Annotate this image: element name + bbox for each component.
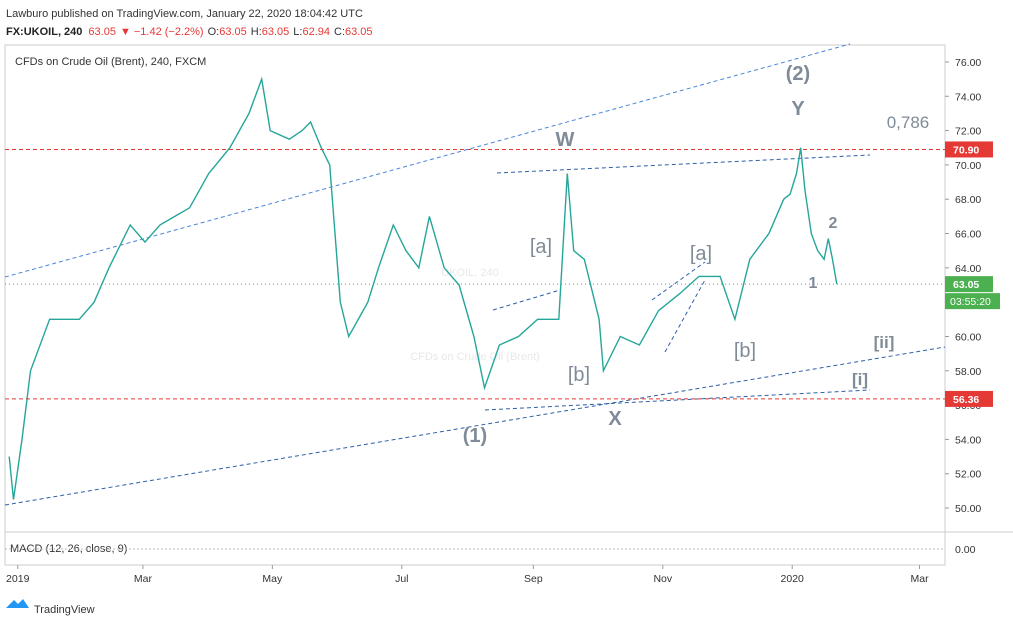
- x-tick-label: Jul: [395, 573, 408, 585]
- annotation: [ii]: [874, 333, 895, 352]
- y-tick-label: 60.00: [955, 331, 981, 343]
- y-tick-label: 54.00: [955, 434, 981, 446]
- countdown-tag: [945, 293, 1000, 310]
- x-tick-label: 2019: [6, 573, 30, 585]
- annotation: X: [608, 408, 622, 430]
- macd-tick-label: 0.00: [955, 544, 976, 556]
- price-tag: [945, 390, 993, 407]
- price-tag-label: 63.05: [953, 279, 979, 291]
- ohlc-label: O:: [208, 26, 220, 38]
- symbol-line: FX:UKOIL, 240 63.05 ▼ −1.42 (−2.2%) O:63.05…: [6, 26, 373, 38]
- trend-line: [4, 346, 946, 506]
- plot: [8, 76, 838, 500]
- y-tick-label: 74.00: [955, 91, 981, 103]
- annotation: (1): [463, 425, 487, 447]
- ohlc-value: 62.94: [302, 26, 330, 38]
- y-tick-label: 58.00: [955, 366, 981, 378]
- trend-line: [496, 154, 871, 174]
- annotation: W: [556, 129, 575, 151]
- y-tick-label: 76.00: [955, 57, 981, 69]
- annotation: 2: [829, 215, 838, 232]
- trend-line: [4, 43, 851, 278]
- last: 63.05: [88, 26, 116, 38]
- symbol: FX:UKOIL, 240: [6, 26, 82, 38]
- ohlc-label: C:: [334, 26, 345, 38]
- price-tag: [945, 141, 993, 158]
- trend-line: [651, 261, 706, 301]
- price-tag-label: 70.90: [953, 144, 979, 156]
- ohlc-label: H:: [251, 26, 262, 38]
- price-tag-label: 56.36: [953, 394, 979, 406]
- annotation: [a]: [690, 243, 712, 265]
- annotation: [i]: [852, 370, 868, 389]
- price-line: [8, 76, 838, 500]
- annotation: Y: [791, 98, 805, 120]
- ohlc-value: 63.05: [219, 26, 247, 38]
- y-tick-label: 68.00: [955, 194, 981, 206]
- y-tick-label: 64.00: [955, 263, 981, 275]
- ohlc-value: 63.05: [262, 26, 290, 38]
- countdown-label: 03:55:20: [950, 296, 991, 308]
- x-tick-label: Nov: [653, 573, 672, 585]
- annotation: 0,786: [887, 113, 930, 132]
- watermark: UKOIL, 240: [441, 267, 498, 279]
- brand-logo: [6, 599, 29, 608]
- annotation: (2): [786, 63, 810, 85]
- trend-line: [484, 389, 871, 411]
- y-tick-label: 66.00: [955, 229, 981, 241]
- annotation: 1: [809, 275, 818, 292]
- y-tick-label: 50.00: [955, 503, 981, 515]
- price-tag: [945, 276, 993, 293]
- y-tick-label: 70.00: [955, 160, 981, 172]
- annotation: [b]: [568, 364, 590, 386]
- y-tick-label: 72.00: [955, 126, 981, 138]
- publisher: Lawburo published on TradingView.com, Ja…: [6, 8, 363, 20]
- x-tick-label: 2020: [781, 573, 805, 585]
- chart-title: CFDs on Crude Oil (Brent), 240, FXCM: [15, 56, 206, 68]
- x-tick-label: May: [262, 573, 283, 585]
- y-tick-label: 52.00: [955, 469, 981, 481]
- trend-line: [492, 289, 561, 311]
- annotation: [a]: [530, 236, 552, 258]
- annotation: [b]: [734, 340, 756, 362]
- ohlc-value: 63.05: [345, 26, 373, 38]
- brand: TradingView: [34, 604, 95, 616]
- watermark: CFDs on Crude Oil (Brent): [410, 351, 540, 363]
- x-tick-label: Sep: [524, 573, 543, 585]
- change: ▼ −1.42 (−2.2%): [120, 26, 204, 38]
- ohlc-label: L:: [293, 26, 302, 38]
- macd-label: MACD (12, 26, close, 9): [10, 543, 127, 555]
- x-tick-label: Mar: [134, 573, 153, 585]
- x-tick-label: Mar: [910, 573, 929, 585]
